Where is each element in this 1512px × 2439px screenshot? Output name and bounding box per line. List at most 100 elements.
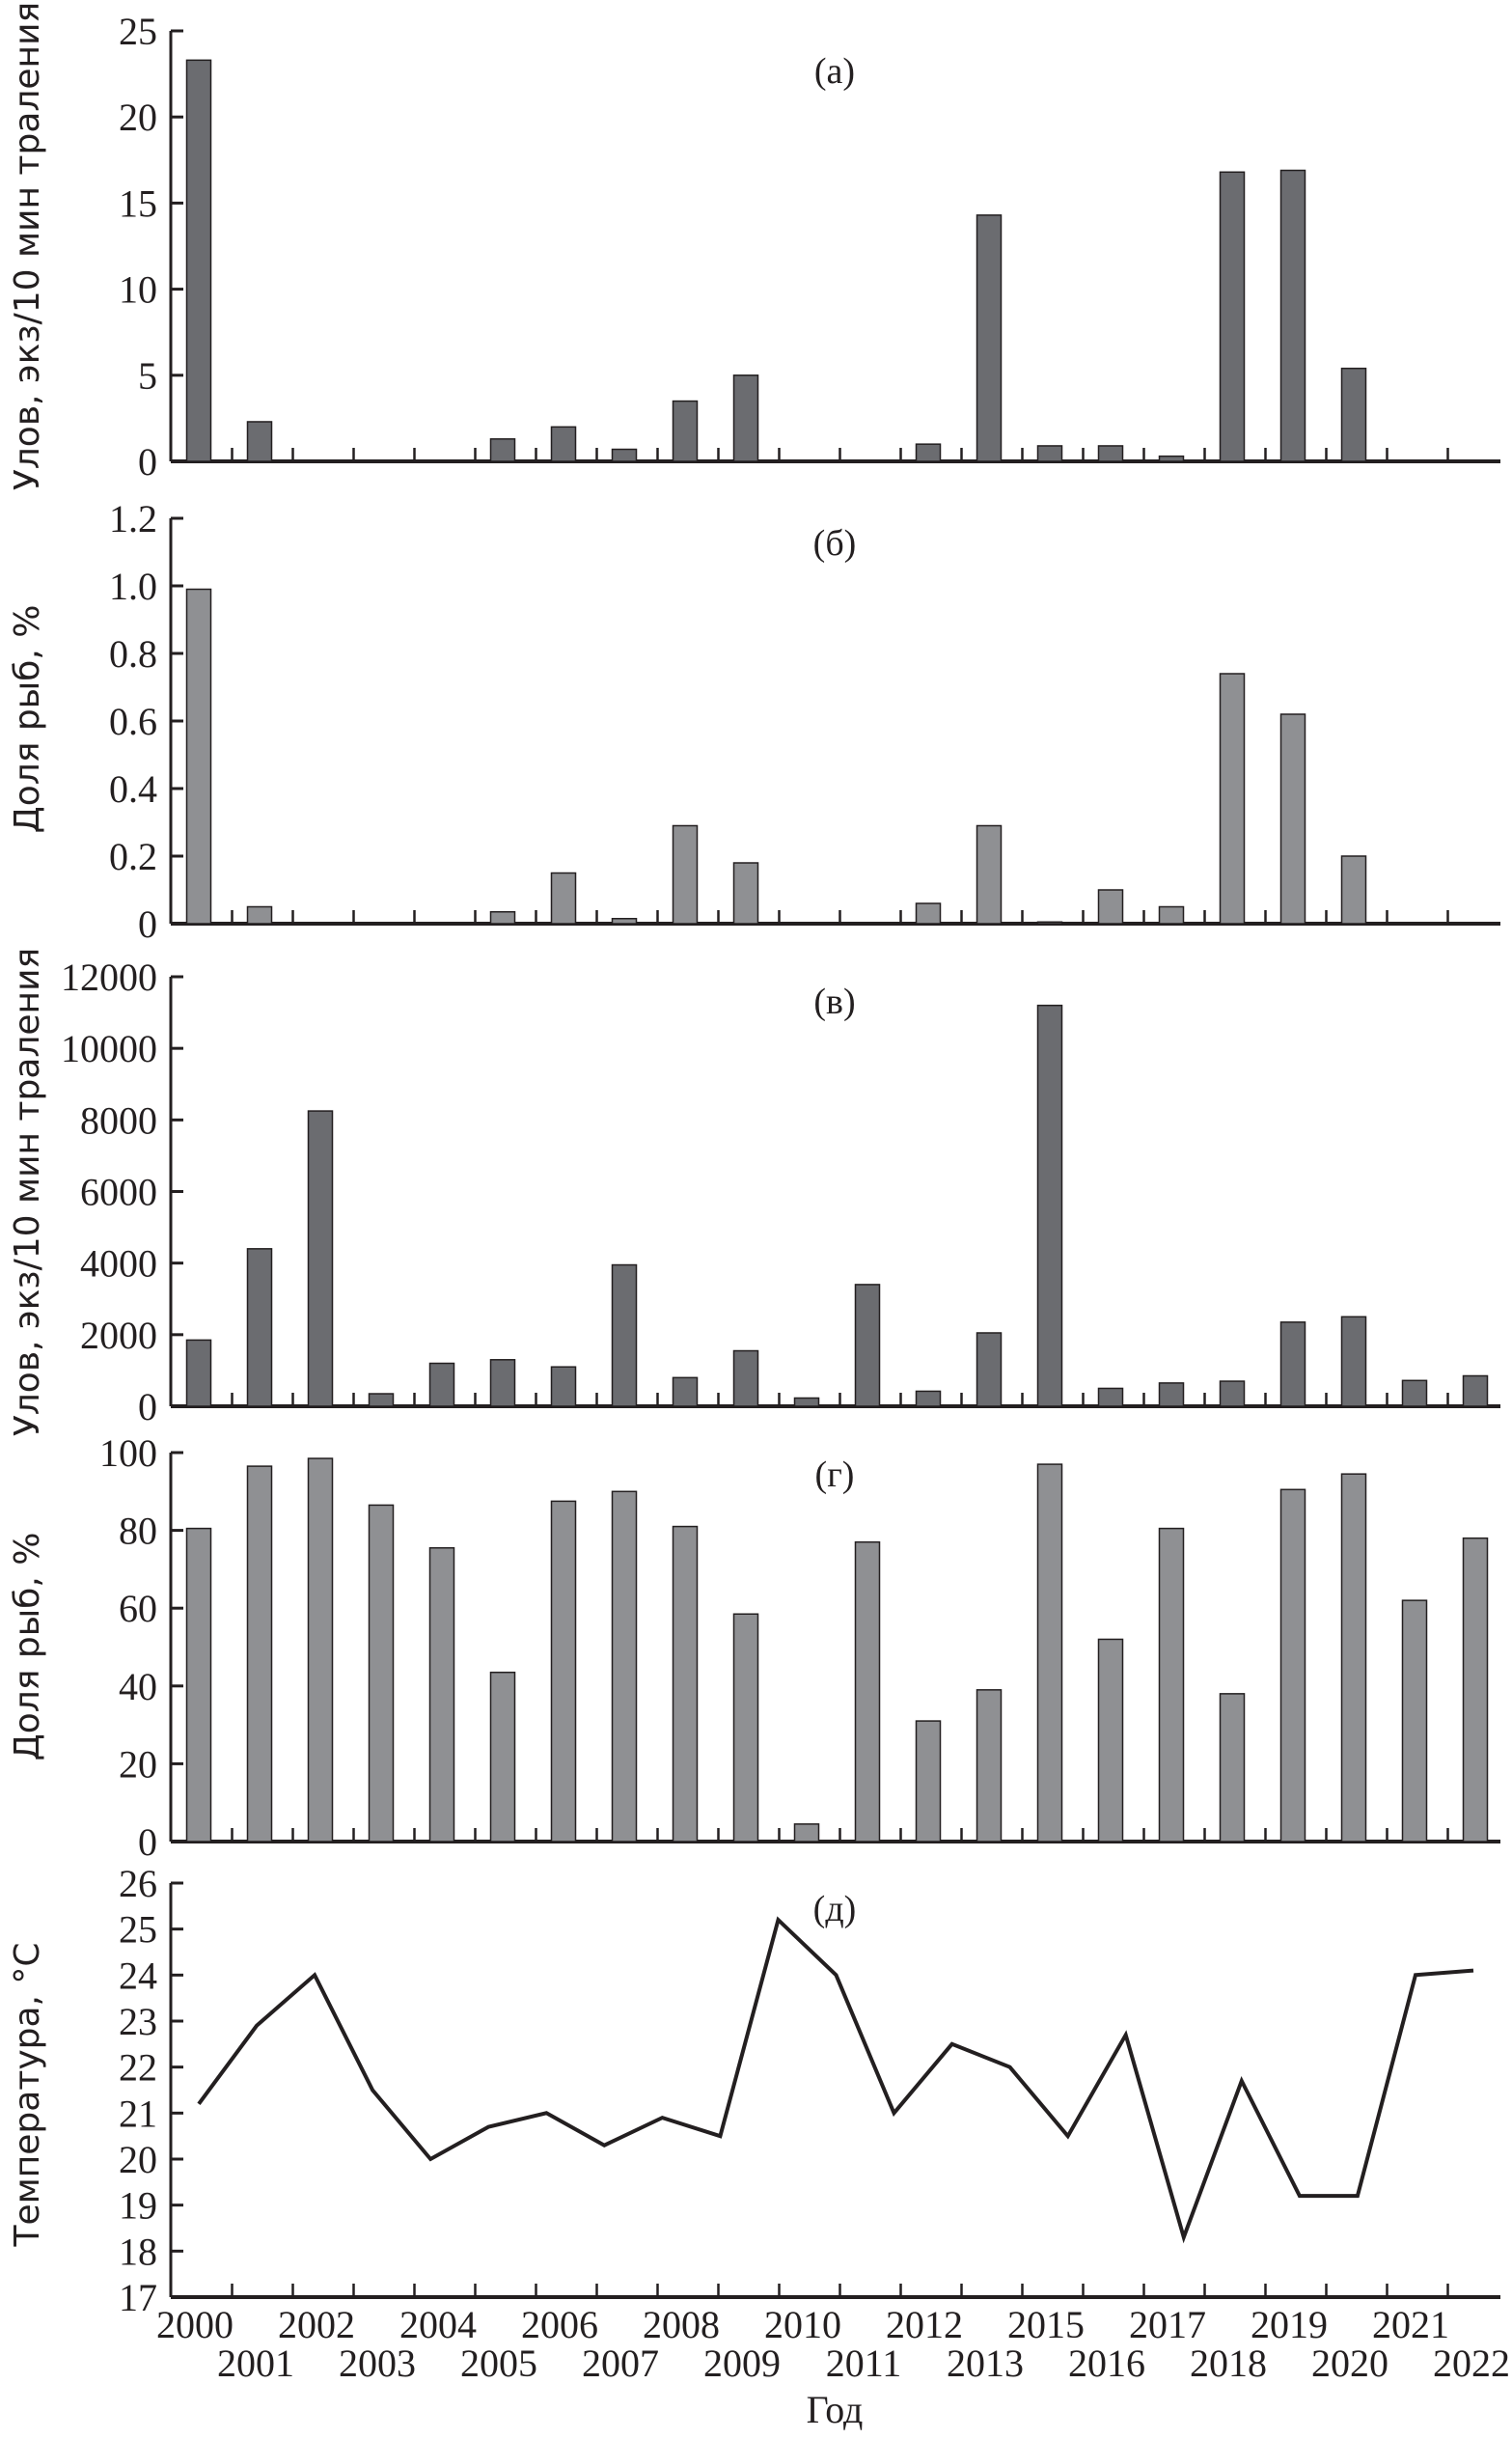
y-tick-label: 80	[119, 1510, 157, 1553]
bar-2020	[1340, 1473, 1367, 1843]
bar-2008	[672, 400, 699, 462]
x-tick-label: 2020	[1311, 2342, 1388, 2385]
bar-2000	[185, 588, 212, 925]
bar-2013	[976, 214, 1003, 462]
bar-2007	[611, 1263, 638, 1407]
bar-2015	[1036, 921, 1063, 925]
bar-2006	[550, 872, 577, 925]
y-tick-label: 5	[138, 354, 157, 398]
panel-label: (б)	[813, 523, 857, 564]
bar-2003	[368, 1393, 395, 1407]
x-tick-label: 2008	[643, 2303, 720, 2346]
bar-2021	[1401, 1379, 1428, 1407]
panel-label: (в)	[813, 982, 855, 1022]
bar-2000	[185, 59, 212, 462]
y-tick-label: 25	[119, 1908, 157, 1952]
bar-2016	[1097, 1638, 1124, 1843]
x-tick-label: 2012	[886, 2303, 963, 2346]
bar-2019	[1279, 1321, 1306, 1407]
bar-2012	[915, 1390, 942, 1407]
bar-2005	[489, 1359, 516, 1407]
bar-2017	[1158, 1527, 1185, 1843]
x-tick-label: 2003	[339, 2342, 416, 2385]
y-tick-label: 20	[119, 96, 157, 139]
x-tick-label: 2005	[460, 2342, 537, 2385]
bar-2020	[1340, 855, 1367, 925]
bar-2018	[1219, 1380, 1246, 1407]
bar-2010	[793, 1823, 820, 1843]
bar-2019	[1279, 713, 1306, 925]
bar-2020	[1340, 367, 1367, 462]
y-tick-label: 60	[119, 1587, 157, 1630]
x-tick-label: 2007	[582, 2342, 659, 2385]
y-tick-label: 0	[138, 1385, 157, 1428]
y-tick-label: 21	[119, 2092, 157, 2135]
panel-label: (а)	[814, 51, 855, 92]
bar-2022	[1462, 1537, 1489, 1843]
bar-2000	[185, 1339, 212, 1407]
x-tick-label: 2000	[156, 2303, 234, 2346]
y-tick-label: 22	[119, 2046, 157, 2090]
bar-2020	[1340, 1316, 1367, 1407]
y-tick-label: 0.6	[109, 700, 157, 743]
panel-1: 0 5 10 15 20 25 (а) Улов, экз/10 мин траления	[8, 2, 1500, 490]
bar-2004	[428, 1362, 455, 1407]
y-tick-label: 0.4	[109, 767, 157, 811]
y-tick-label: 0.2	[109, 835, 157, 878]
bar-2013	[976, 1332, 1003, 1407]
y-tick-label: 40	[119, 1665, 157, 1708]
y-tick-label: 25	[119, 10, 157, 53]
bar-2002	[307, 1457, 334, 1843]
x-tick-label: 2016	[1068, 2342, 1145, 2385]
y-tick-label: 24	[119, 1954, 157, 1997]
y-tick-label: 1.0	[109, 565, 157, 608]
bar-2018	[1219, 171, 1246, 462]
bar-2016	[1097, 1387, 1124, 1407]
bar-2004	[428, 1546, 455, 1843]
panel-4: 0 20 40 60 80 100 (г) Доля рыб, %	[8, 1431, 1500, 1864]
y-tick-label: 1.2	[109, 497, 157, 540]
y-tick-label: 2000	[80, 1314, 157, 1357]
y-tick-label: 17	[119, 2276, 157, 2319]
bar-2009	[732, 862, 759, 925]
y-axis-label: Улов, экз/10 мин траления	[8, 2, 47, 490]
y-tick-label: 26	[119, 1862, 157, 1905]
panel-2: 0 0.2 0.4 0.6 0.8 1.0 1.2 (б) Доля рыб, %	[8, 497, 1500, 946]
bar-2012	[915, 443, 942, 462]
x-tick-label: 2002	[278, 2303, 355, 2346]
x-tick-label: 2022	[1433, 2342, 1510, 2385]
x-tick-label: 2018	[1190, 2342, 1267, 2385]
panel-label: (г)	[815, 1455, 855, 1495]
bar-2003	[368, 1504, 395, 1843]
bar-2006	[550, 426, 577, 462]
bar-2001	[246, 1465, 273, 1843]
bar-2011	[854, 1540, 881, 1843]
bar-2006	[550, 1366, 577, 1407]
y-axis-label: Улов, экз/10 мин траления	[8, 948, 47, 1436]
bar-2005	[489, 438, 516, 462]
x-tick-label: 2015	[1007, 2303, 1085, 2346]
bar-2012	[915, 1720, 942, 1843]
bar-2015	[1036, 1004, 1063, 1407]
x-tick-label: 2021	[1372, 2303, 1449, 2346]
y-tick-label: 0	[138, 1820, 157, 1864]
x-tick-label: 2004	[399, 2303, 477, 2346]
y-tick-label: 18	[119, 2230, 157, 2273]
bar-2017	[1158, 1382, 1185, 1407]
y-tick-label: 23	[119, 2000, 157, 2043]
bar-2016	[1097, 445, 1124, 462]
bar-2019	[1279, 1488, 1306, 1843]
bar-2001	[246, 905, 273, 925]
y-tick-label: 100	[99, 1431, 157, 1475]
bar-2009	[732, 374, 759, 462]
y-tick-label: 0	[138, 440, 157, 484]
x-tick-label: 2013	[947, 2342, 1024, 2385]
bar-2006	[550, 1500, 577, 1843]
bar-2017	[1158, 455, 1185, 462]
bar-2005	[489, 1671, 516, 1843]
x-tick-label: 2019	[1251, 2303, 1328, 2346]
bar-2009	[732, 1349, 759, 1407]
bar-2021	[1401, 1599, 1428, 1843]
x-tick-label: 2001	[217, 2342, 294, 2385]
